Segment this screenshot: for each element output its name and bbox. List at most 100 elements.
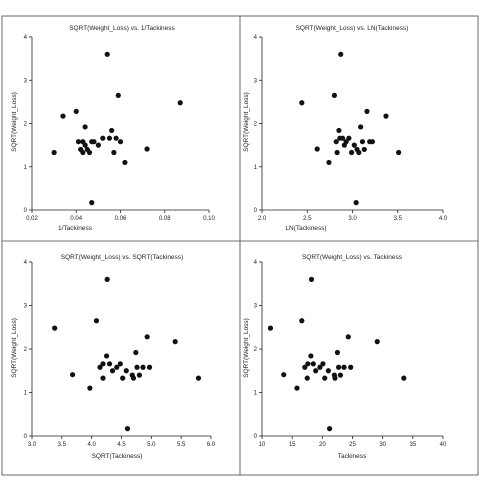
panel-1-x-tick-label: 0.10 <box>203 216 215 222</box>
panel-4-x-axis-label: Tackiness <box>338 453 367 460</box>
panel-3-data-point <box>140 364 146 370</box>
panel-2-title: SQRT(Weight_Loss) vs. LN(Tackiness) <box>296 25 409 32</box>
panel-1-data-point <box>75 139 82 145</box>
panel-4-data-point <box>294 385 300 391</box>
panel-1-y-tick-label: 3 <box>24 78 28 84</box>
panel-1-data-point <box>109 127 115 134</box>
panel-2-data-point <box>361 146 367 153</box>
panel-4-data-point <box>401 375 407 381</box>
panel-4-data-point <box>325 368 331 374</box>
panel-1-data-point <box>80 149 86 156</box>
panel-1-title: SQRT(Weight_Loss) vs. 1/Tackiness <box>69 25 175 32</box>
panel-2-y-tick-label: 3 <box>254 78 258 84</box>
panel-4-data-point <box>267 325 274 331</box>
panel-2-x-tick-label: 2.0 <box>258 216 267 222</box>
panel-3-x-tick-label: 5.5 <box>177 442 186 448</box>
panel-4-x-tick-label: 30 <box>379 442 386 448</box>
panel-2-data-point <box>369 139 376 145</box>
panel-2-data-point <box>339 135 346 141</box>
panel-4-x-tick-label: 25 <box>349 442 356 448</box>
panel-1-data-point <box>73 108 79 114</box>
panel-1-data-point <box>177 100 183 106</box>
panel-3-data-point <box>146 364 153 370</box>
panel-3-data-point <box>109 368 116 374</box>
panel-2-data-point <box>299 100 305 106</box>
panel-3-x-tick-label: 4.5 <box>117 442 126 448</box>
panel-4-y-tick-label: 2 <box>254 347 258 353</box>
panel-3-y-tick-label: 4 <box>24 260 28 266</box>
panel-3-data-point <box>120 375 126 381</box>
panel-3-x-tick-label: 6.0 <box>207 442 216 448</box>
panel-4-points <box>267 276 407 432</box>
panel-1-data-point <box>106 135 113 141</box>
panel-2-data-point <box>351 142 357 148</box>
panel-2-data-point <box>336 127 342 134</box>
panel-3-data-point <box>52 325 58 331</box>
panel-1-data-point <box>89 139 95 145</box>
panel-2-data-point <box>358 124 364 130</box>
panel-3-data-point <box>103 353 110 359</box>
panel-1-points <box>51 51 183 206</box>
panel-1-x-tick-label: 0.06 <box>115 216 127 222</box>
panel-1-data-point <box>100 135 106 141</box>
panel-1-x-tick-label: 0.04 <box>70 216 82 222</box>
panel-3-data-point <box>69 372 76 378</box>
panel-3-data-point <box>124 426 131 432</box>
panel-4-x-tick-label: 10 <box>259 442 266 448</box>
panel-2-data-point <box>334 149 340 156</box>
panel-1-x-tick-label: 0.08 <box>159 216 171 222</box>
panel-4-x-tick-label: 20 <box>319 442 326 448</box>
panel-4-data-point <box>281 372 287 378</box>
panel-4-data-point <box>336 364 342 370</box>
panel-3-x-axis-label: SQRT(Tackiness) <box>92 453 143 460</box>
panel-2: SQRT(Weight_Loss) vs. LN(Tackiness) 2.0 2… <box>243 25 448 232</box>
panel-2-data-point <box>383 113 389 119</box>
panel-4-y-axis-label: SQRT(Weight_Loss) <box>243 318 250 378</box>
panel-2-y-axis-label: SQRT(Weight_Loss) <box>243 92 250 152</box>
panel-2-data-point <box>333 139 339 145</box>
panel-4-y-tick-label: 0 <box>254 434 258 440</box>
panel-2-data-point <box>356 149 362 156</box>
panel-4-y-tick-label: 1 <box>254 391 258 397</box>
panel-2-data-point <box>326 159 332 166</box>
panel-4-data-point <box>313 368 319 374</box>
panel-1-data-point <box>95 142 101 148</box>
panel-2-data-point <box>353 200 359 206</box>
panel-3-data-point <box>195 375 202 381</box>
panel-2-data-point <box>346 135 352 141</box>
panel-1-data-point <box>115 92 121 98</box>
panel-2-y-tick-label: 4 <box>254 35 258 41</box>
panel-1-y-tick-label: 4 <box>24 35 28 41</box>
panel-2-data-point <box>348 149 355 156</box>
panel-1-y-tick-label: 2 <box>24 122 28 128</box>
panel-4-data-point <box>304 375 310 381</box>
panel-1-x-axis-label: 1/Tackiness <box>58 225 93 232</box>
panel-4-data-point <box>302 364 308 370</box>
panel-2-data-point <box>359 139 366 145</box>
panel-3-data-point <box>172 339 178 345</box>
panel-3-data-point <box>130 375 137 381</box>
panel-2-y-tick-label: 2 <box>254 122 258 128</box>
panel-3-x-tick-label: 5.0 <box>147 442 156 448</box>
panel-4-data-point <box>332 375 338 381</box>
panel-2-data-point <box>331 92 337 98</box>
panel-3-data-point <box>136 372 142 378</box>
panel-3-x-tick-label: 3.5 <box>58 442 67 448</box>
panel-3-data-point <box>133 349 139 356</box>
panel-3-data-point <box>97 364 103 370</box>
panel-4-data-point <box>337 372 344 378</box>
panel-2-data-point <box>314 146 320 152</box>
panel-1-x-tick-label: 0.02 <box>26 216 38 222</box>
panel-3-points <box>52 276 202 432</box>
panel-2-x-tick-label: 2.5 <box>303 216 312 222</box>
panel-1-data-point <box>113 135 119 141</box>
panel-1-axes: 0.02 0.04 0.06 0.08 0.10 0 1 2 3 4 <box>24 35 216 222</box>
panel-4-data-point <box>322 375 328 381</box>
panel-3-x-tick-label: 3.0 <box>28 442 37 448</box>
panel-4-data-point <box>374 339 380 345</box>
panel-1-data-point <box>111 149 117 156</box>
panel-1-data-point <box>51 149 57 156</box>
panel-1-data-point <box>86 149 93 156</box>
panel-4: SQRT(Weight_Loss) vs. Tackiness 10 15 20 25… <box>243 254 447 460</box>
panel-3-data-point <box>134 364 140 370</box>
